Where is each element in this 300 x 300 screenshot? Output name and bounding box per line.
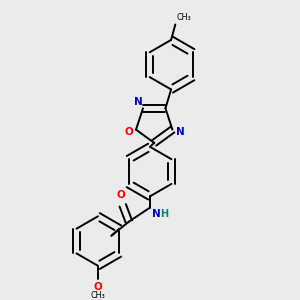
Text: O: O (117, 190, 126, 200)
Text: CH₃: CH₃ (91, 291, 105, 300)
Text: N: N (134, 97, 143, 107)
Text: N: N (152, 209, 161, 219)
Text: O: O (94, 282, 102, 292)
Text: CH₃: CH₃ (177, 13, 191, 22)
Text: H: H (160, 209, 169, 219)
Text: N: N (176, 127, 184, 137)
Text: O: O (124, 127, 133, 137)
